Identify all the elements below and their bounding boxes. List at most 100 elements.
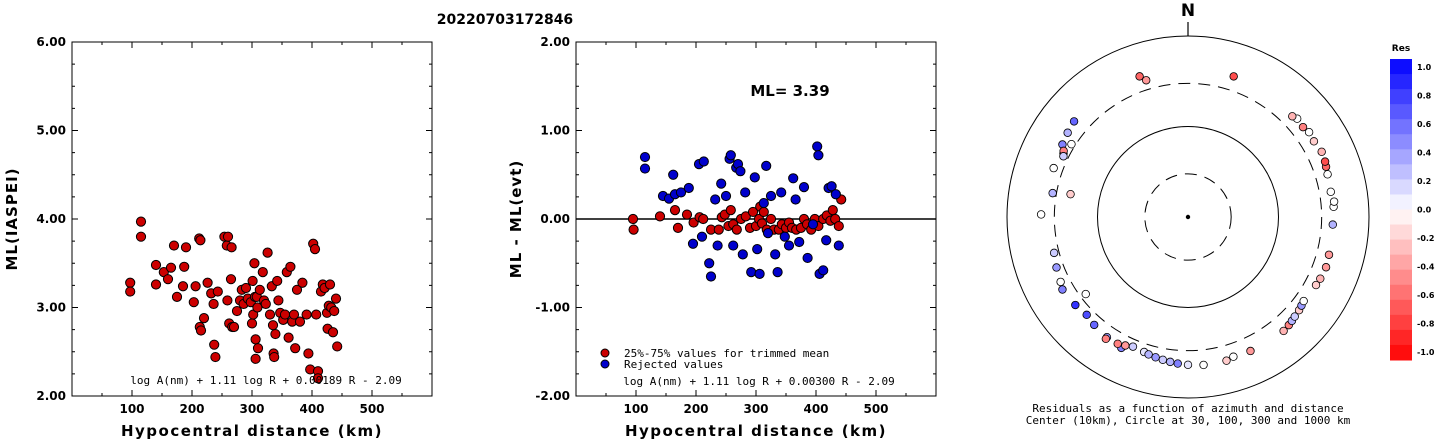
x-axis-label: Hypocentral distance (km) (121, 422, 383, 440)
data-point (228, 321, 240, 333)
residual-point (1309, 137, 1319, 146)
trimmed-mean-point (765, 213, 777, 225)
data-point (269, 351, 280, 363)
data-point (165, 262, 177, 273)
data-point (262, 247, 273, 258)
data-point (240, 282, 252, 294)
residual-point (1304, 128, 1314, 137)
x-tick-label: 400 (803, 402, 828, 416)
x-tick-label: 300 (239, 402, 264, 416)
colorbar-segment (1390, 194, 1412, 210)
y-tick-label: 3.00 (36, 301, 66, 315)
y-axis-label: ML(IASPEI) (3, 167, 21, 270)
data-point (125, 277, 136, 288)
colorbar-segment (1390, 104, 1412, 120)
colorbar-tick-label: -0.6 (1417, 291, 1435, 300)
data-point (231, 305, 243, 317)
legend-marker (600, 348, 610, 358)
y-tick-label: 2.00 (540, 35, 570, 49)
residual-point (1279, 326, 1288, 336)
data-point (291, 284, 303, 295)
formula-label: log A(nm) + 1.11 log R + 0.00189 R - 2.0… (130, 374, 402, 387)
data-point (288, 309, 300, 320)
rejected-point (716, 178, 727, 189)
data-point (150, 279, 162, 290)
colorbar-segment (1390, 89, 1412, 105)
data-point (210, 351, 221, 363)
rejected-point (790, 194, 801, 205)
formula-label: log A(nm) + 1.11 log R + 0.00300 R - 2.0… (623, 375, 895, 388)
colorbar-segment (1390, 149, 1412, 165)
data-point (212, 286, 223, 297)
rejected-point (675, 187, 687, 198)
rejected-point (754, 268, 765, 279)
residual-point (1066, 189, 1075, 199)
residual-point (1036, 210, 1046, 219)
trimmed-mean-point (731, 224, 742, 235)
colorbar-tick-label: -0.2 (1417, 234, 1435, 243)
residual-point (1081, 289, 1090, 299)
colorbar-segment (1390, 224, 1412, 241)
rejected-point (830, 189, 841, 200)
x-axis-label: Hypocentral distance (km) (625, 422, 887, 440)
rejected-point (772, 267, 783, 278)
residual-point (1071, 300, 1080, 310)
residual-point (1246, 346, 1255, 356)
legend-label: Rejected values (624, 358, 723, 371)
rejected-point (710, 194, 721, 205)
rejected-point (765, 190, 777, 202)
residual-point (1052, 263, 1061, 272)
colorbar-tick-label: -0.4 (1417, 263, 1435, 272)
colorbar-segment (1390, 344, 1412, 361)
data-point (301, 309, 312, 320)
residual-point (1328, 220, 1337, 229)
residual-point (1049, 163, 1058, 173)
data-point (135, 231, 147, 242)
residual-point (1183, 360, 1193, 370)
rejected-point (762, 228, 774, 239)
trimmed-mean-point (833, 220, 844, 232)
rejected-point (833, 240, 844, 251)
residual-point (1229, 72, 1238, 81)
rejected-point (821, 235, 832, 246)
rejected-point (704, 258, 715, 269)
data-point (222, 231, 234, 242)
residual-point (1067, 139, 1076, 149)
rejected-point (728, 240, 739, 251)
residual-point (1063, 128, 1072, 137)
data-point (260, 298, 271, 310)
data-point (179, 261, 190, 272)
colorbar-segment (1390, 299, 1412, 316)
colorbar-segment (1390, 314, 1412, 331)
rejected-point (818, 265, 829, 276)
rejected-point (749, 172, 760, 183)
data-point (311, 309, 322, 320)
data-point (195, 235, 206, 246)
rejected-point (779, 231, 790, 242)
residual-point (1324, 250, 1334, 259)
colorbar-tick-label: 0.4 (1417, 149, 1432, 158)
rejected-point (725, 150, 736, 161)
data-point (252, 343, 264, 354)
x-tick-label: 100 (623, 402, 648, 416)
residual-point (1298, 122, 1308, 132)
residual-point (1299, 296, 1308, 306)
rejected-point (720, 190, 732, 202)
data-point (250, 353, 261, 364)
data-point (195, 325, 207, 336)
colorbar-segment (1390, 179, 1412, 195)
trimmed-mean-point (672, 222, 684, 233)
event-title: 20220703172846 (437, 12, 573, 28)
data-point (327, 327, 339, 338)
residual-point (1222, 356, 1231, 365)
colorbar-tick-label: -0.8 (1417, 320, 1435, 329)
residual-point (1141, 76, 1151, 85)
rejected-point (639, 151, 651, 163)
y-tick-label: -1.00 (535, 301, 570, 315)
y-tick-label: 1.00 (540, 124, 570, 138)
rejected-point (687, 238, 699, 249)
caption-line-1: Residuals as a function of azimuth and d… (1032, 402, 1343, 415)
data-point (150, 259, 162, 271)
rejected-point (740, 187, 751, 198)
